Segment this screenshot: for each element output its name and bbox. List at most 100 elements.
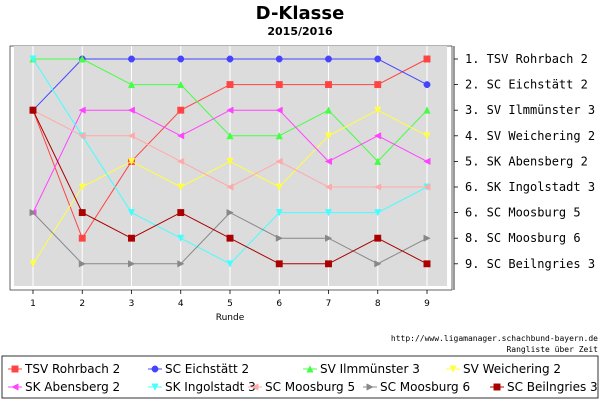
data-point — [374, 106, 382, 114]
data-point — [449, 365, 457, 373]
legend-label: SK Ingolstadt 3 — [165, 380, 256, 394]
legend-item: SV Ilmmünster 3 — [303, 362, 420, 376]
data-point — [177, 106, 185, 114]
legend-label: SC Eichstätt 2 — [165, 362, 249, 376]
data-point — [29, 106, 37, 114]
chart-title: D-Klasse — [256, 3, 345, 24]
data-point — [226, 208, 234, 217]
data-point — [127, 157, 136, 166]
data-point — [127, 106, 135, 114]
data-point — [423, 81, 431, 89]
data-point — [226, 81, 234, 89]
data-point — [423, 183, 431, 191]
data-point — [78, 234, 86, 242]
data-point — [275, 209, 283, 217]
data-point — [11, 365, 19, 373]
data-point — [366, 383, 374, 391]
legend-item: SC Beilngries 3 — [490, 380, 598, 394]
data-point — [374, 260, 382, 268]
data-point — [177, 183, 185, 191]
data-point — [226, 106, 234, 114]
series-layer — [29, 55, 431, 268]
series-sk-abensberg-2 — [29, 106, 431, 217]
data-point — [177, 234, 185, 242]
legend-item: SV Weichering 2 — [446, 362, 561, 376]
data-point — [374, 157, 382, 165]
legend-item: SC Moosburg 5 — [248, 380, 355, 394]
data-point — [226, 234, 234, 242]
data-point — [78, 106, 86, 114]
rank-label: 2. SC Eichstätt 2 — [465, 78, 588, 92]
series-sc-moosburg-5 — [29, 106, 431, 191]
ranking-note: Rangliste über Zeit — [506, 345, 598, 354]
data-point — [78, 132, 86, 140]
data-point — [128, 260, 136, 268]
data-point — [127, 209, 136, 217]
data-point — [325, 55, 332, 63]
data-point — [324, 209, 333, 217]
rank-label: 1. TSV Rohrbach 2 — [465, 52, 588, 66]
data-point — [374, 81, 382, 89]
data-point — [325, 260, 332, 268]
data-point — [176, 132, 185, 140]
legend-label: SC Moosburg 6 — [380, 380, 470, 394]
data-point — [423, 234, 431, 242]
data-point — [324, 183, 332, 191]
data-point — [374, 209, 382, 217]
x-tick-label: 4 — [178, 299, 184, 309]
data-point — [177, 55, 185, 63]
x-axis-label: Runde — [216, 313, 245, 323]
data-point — [29, 55, 37, 63]
rank-label: 6. SK Ingolstadt 3 — [465, 180, 595, 194]
data-point — [151, 383, 159, 391]
rank-label: 5. SK Abensberg 2 — [465, 154, 588, 168]
legend-label: SC Beilngries 3 — [507, 380, 598, 394]
rank-label: 9. SC Beilngries 3 — [465, 257, 595, 271]
data-point — [423, 132, 431, 140]
data-point — [151, 365, 159, 373]
data-point — [423, 55, 431, 63]
source-url: http://www.ligamanager.schachbund-bayern… — [391, 334, 598, 343]
data-point — [29, 260, 37, 268]
series-sc-beilngries-3 — [29, 106, 431, 268]
x-tick-label: 5 — [227, 299, 233, 309]
data-point — [373, 132, 382, 140]
data-point — [306, 365, 314, 373]
legend-item: SC Eichstätt 2 — [148, 362, 249, 376]
data-point — [226, 157, 234, 166]
data-point — [78, 209, 86, 217]
data-point — [275, 55, 283, 63]
data-point — [275, 106, 283, 114]
legend-label: SV Weichering 2 — [463, 362, 561, 376]
data-point — [177, 209, 185, 217]
data-point — [493, 383, 501, 391]
data-point — [373, 183, 382, 191]
chart-subtitle: 2015/2016 — [267, 25, 333, 38]
rank-label: 8. SC Moosburg 6 — [465, 231, 581, 245]
data-point — [226, 183, 234, 191]
x-tick-label: 1 — [30, 299, 36, 309]
data-point — [177, 80, 185, 89]
data-point — [275, 132, 283, 140]
legend-label: TSV Rohrbach 2 — [24, 362, 120, 376]
data-point — [423, 106, 431, 114]
legend-item: SK Ingolstadt 3 — [148, 380, 256, 394]
data-point — [177, 260, 185, 268]
data-point — [374, 234, 382, 242]
legend: TSV Rohrbach 2 SC Eichstätt 2 SV Ilmmünste… — [8, 362, 598, 394]
rank-label: 3. SV Ilmmünster 3 — [465, 103, 595, 117]
data-point — [324, 106, 333, 114]
data-point — [176, 157, 185, 166]
data-point — [275, 157, 283, 166]
data-point — [226, 260, 234, 268]
data-point — [275, 81, 283, 89]
x-tick-label: 3 — [129, 299, 135, 309]
legend-item: SC Moosburg 6 — [363, 380, 470, 394]
series-sv-weichering-2 — [29, 106, 431, 268]
legend-label: SK Abensberg 2 — [25, 380, 120, 394]
data-point — [275, 234, 284, 242]
x-tick-label: 6 — [276, 299, 282, 309]
data-point — [374, 55, 382, 63]
data-point — [127, 132, 135, 140]
legend-box — [1, 355, 599, 399]
